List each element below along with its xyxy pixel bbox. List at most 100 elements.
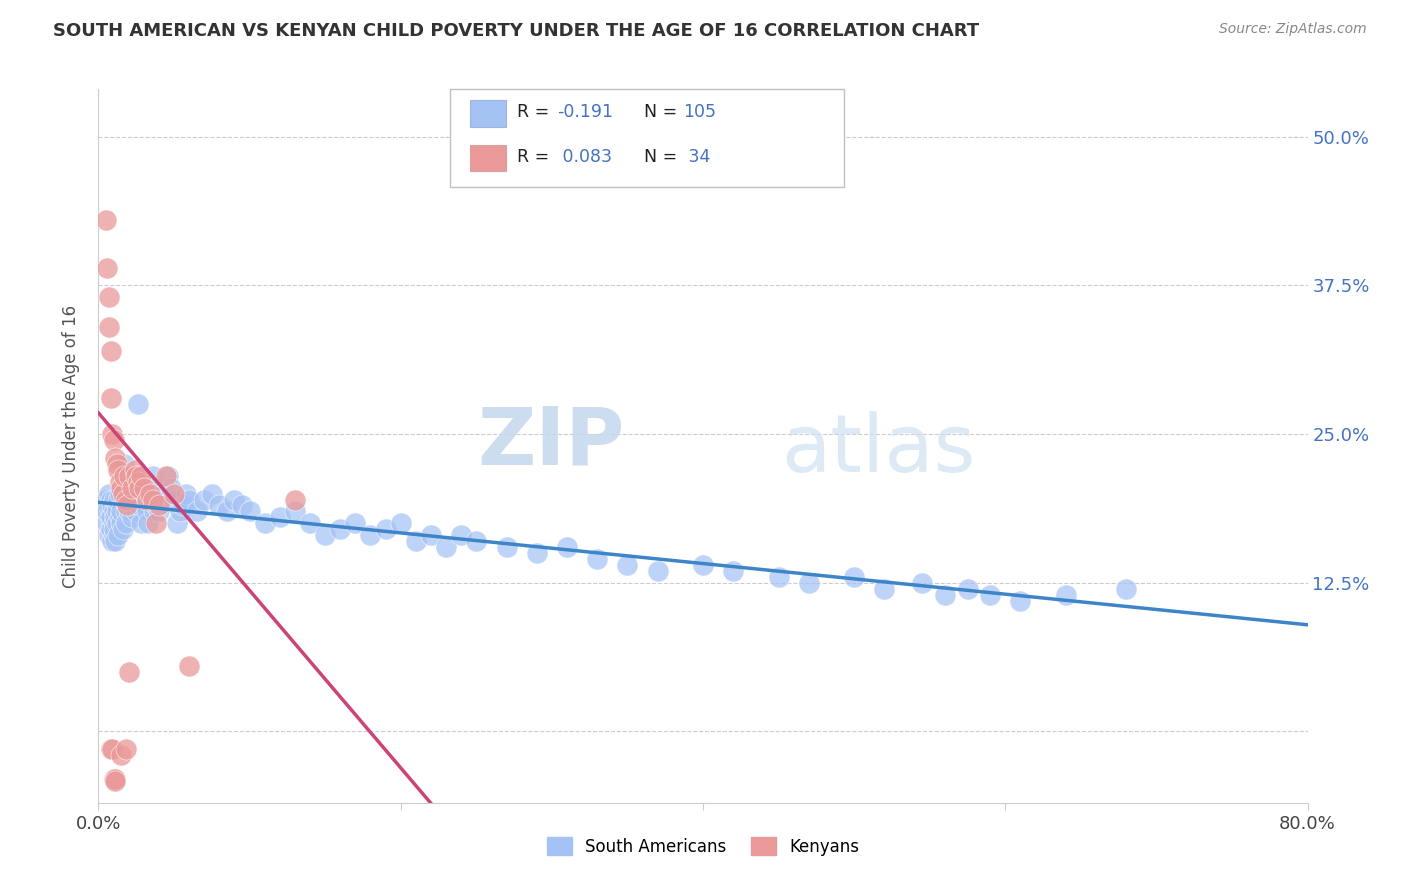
Point xyxy=(208,499,231,513)
Point xyxy=(125,468,148,483)
Point xyxy=(110,504,132,518)
Point xyxy=(110,481,132,495)
Text: N =: N = xyxy=(644,103,683,121)
Point xyxy=(169,504,191,518)
Point xyxy=(143,504,166,518)
Point xyxy=(118,665,141,679)
Point xyxy=(103,504,125,518)
Point xyxy=(129,468,152,483)
Point xyxy=(112,457,135,471)
Point xyxy=(114,742,136,756)
Point xyxy=(118,504,141,518)
Point xyxy=(911,575,934,590)
Point xyxy=(495,540,517,554)
Point xyxy=(104,774,127,789)
Point xyxy=(105,504,128,518)
Point xyxy=(1010,593,1032,607)
Point xyxy=(844,570,866,584)
Point xyxy=(100,510,122,524)
Point xyxy=(103,516,125,531)
Point xyxy=(314,528,336,542)
Point xyxy=(405,534,427,549)
Point xyxy=(107,492,129,507)
Point xyxy=(723,564,745,578)
Point xyxy=(284,492,307,507)
Text: SOUTH AMERICAN VS KENYAN CHILD POVERTY UNDER THE AGE OF 16 CORRELATION CHART: SOUTH AMERICAN VS KENYAN CHILD POVERTY U… xyxy=(53,22,980,40)
Text: atlas: atlas xyxy=(782,410,976,489)
Point xyxy=(114,516,136,531)
Point xyxy=(299,516,322,531)
Point xyxy=(132,481,155,495)
Point xyxy=(104,772,127,786)
Point xyxy=(114,492,136,507)
Point xyxy=(108,486,131,500)
Point xyxy=(122,486,145,500)
Point xyxy=(586,552,609,566)
Point xyxy=(253,516,276,531)
Point xyxy=(103,433,125,447)
Point xyxy=(118,486,141,500)
Point xyxy=(142,468,165,483)
Point xyxy=(201,486,224,500)
Point xyxy=(174,486,197,500)
Point xyxy=(239,504,262,518)
Point xyxy=(115,499,138,513)
Point xyxy=(141,486,163,500)
Point xyxy=(179,659,201,673)
Point xyxy=(101,499,124,513)
Point xyxy=(142,492,165,507)
Point xyxy=(934,588,956,602)
Point xyxy=(179,492,201,507)
Point xyxy=(110,516,132,531)
Point xyxy=(134,499,156,513)
Point xyxy=(101,742,124,756)
Point xyxy=(692,558,714,572)
Point xyxy=(94,492,117,507)
Point xyxy=(145,516,167,531)
Point xyxy=(555,540,578,554)
Point xyxy=(103,492,125,507)
Point xyxy=(768,570,790,584)
Point xyxy=(121,481,143,495)
Point xyxy=(420,528,443,542)
Point xyxy=(155,468,177,483)
Point xyxy=(172,499,194,513)
Point xyxy=(105,457,128,471)
Point xyxy=(121,510,143,524)
Point xyxy=(112,468,135,483)
Y-axis label: Child Poverty Under the Age of 16: Child Poverty Under the Age of 16 xyxy=(62,304,80,588)
Point xyxy=(224,492,246,507)
Point xyxy=(1054,588,1077,602)
Point xyxy=(163,492,186,507)
Point xyxy=(128,481,150,495)
Point xyxy=(111,522,134,536)
Point xyxy=(105,516,128,531)
Text: ZIP: ZIP xyxy=(477,403,624,482)
Point xyxy=(647,564,669,578)
Point xyxy=(160,481,183,495)
Point xyxy=(104,510,127,524)
Point xyxy=(105,499,128,513)
Point xyxy=(115,481,138,495)
Point xyxy=(139,492,162,507)
Point xyxy=(103,772,125,786)
Point xyxy=(156,468,179,483)
Point xyxy=(389,516,412,531)
Point xyxy=(153,486,176,500)
Point xyxy=(526,546,548,560)
Text: Source: ZipAtlas.com: Source: ZipAtlas.com xyxy=(1219,22,1367,37)
Point xyxy=(96,504,118,518)
Point xyxy=(344,516,367,531)
Point xyxy=(450,528,472,542)
Point xyxy=(108,475,131,489)
Point xyxy=(98,320,121,334)
Point xyxy=(114,504,136,518)
Point xyxy=(231,499,253,513)
Text: 0.083: 0.083 xyxy=(557,148,612,166)
Point xyxy=(100,392,122,406)
Point xyxy=(166,516,188,531)
Legend: South Americans, Kenyans: South Americans, Kenyans xyxy=(540,830,866,863)
Point xyxy=(118,468,141,483)
Point xyxy=(98,528,121,542)
Point xyxy=(616,558,638,572)
